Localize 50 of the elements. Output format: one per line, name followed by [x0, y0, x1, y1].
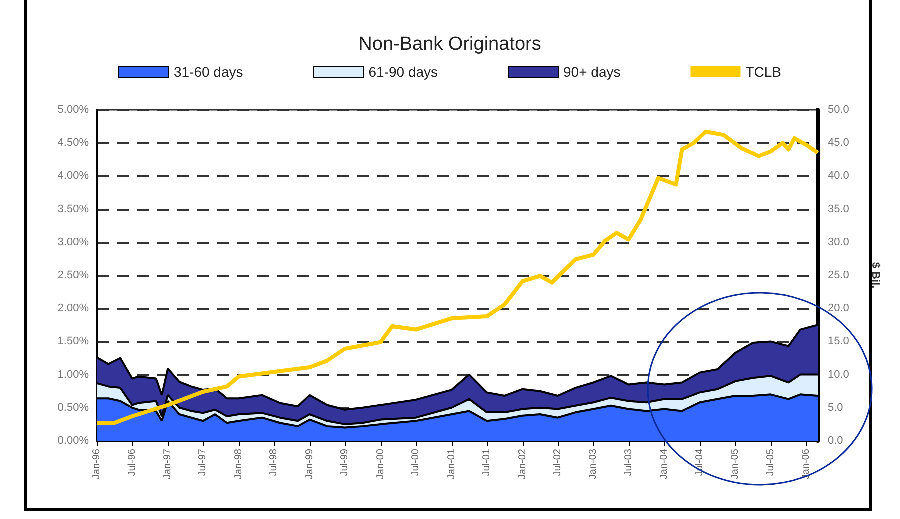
- y2-tick-label: 15.0: [828, 336, 850, 348]
- x-tick-label: Jul-03: [623, 448, 634, 476]
- legend-label: 90+ days: [564, 64, 621, 80]
- y-tick-label: 4.00%: [58, 170, 90, 182]
- y2-tick-label: 5.0: [828, 402, 844, 414]
- y-tick-label: 1.00%: [58, 368, 90, 381]
- y2-tick-label: 35.0: [828, 203, 850, 216]
- x-tick-label: Jul-01: [482, 448, 493, 476]
- legend-label: 31-60 days: [174, 64, 244, 80]
- chart-title: Non-Bank Originators: [358, 34, 542, 55]
- y2-tick-label: 40.0: [828, 170, 850, 182]
- x-tick-label: Jul-97: [198, 448, 209, 476]
- y-tick-label: 3.00%: [58, 236, 90, 248]
- y-tick-label: 2.50%: [58, 270, 90, 282]
- x-tick-label: Jan-02: [517, 448, 528, 480]
- x-tick-label: Jan-99: [304, 448, 316, 480]
- y2-tick-label: 10.0: [828, 368, 850, 381]
- x-tick-label: Jul-00: [410, 448, 422, 476]
- x-tick-label: Jul-98: [268, 448, 280, 476]
- y2-tick-label: 30.0: [828, 236, 850, 248]
- legend-label: 61-90 days: [368, 64, 438, 80]
- y2-tick-label: 0.0: [828, 435, 844, 447]
- x-tick-label: Jul-02: [552, 448, 564, 476]
- y-tick-label: 5.00%: [58, 104, 90, 116]
- legend-label: TCLB: [746, 64, 782, 80]
- x-tick-label: Jan-03: [588, 448, 600, 480]
- x-tick-label: Jul-04: [694, 448, 706, 476]
- line-series: [95, 130, 820, 426]
- y-tick-label: 3.50%: [58, 203, 90, 216]
- x-tick-label: Jan-06: [801, 448, 812, 480]
- x-tick-label: Jan-98: [233, 448, 244, 480]
- y2-tick-label: 50.0: [828, 104, 850, 116]
- y-tick-label: 0.00%: [58, 435, 90, 447]
- y2-axis-title: $ Bil.: [870, 262, 882, 289]
- x-tick-label: Jan-05: [730, 448, 742, 480]
- x-tick-label: Jul-96: [126, 448, 138, 476]
- y-tick-label: 1.50%: [58, 336, 90, 348]
- x-tick-label: Jan-00: [375, 448, 386, 480]
- y2-tick-label: 45.0: [828, 137, 850, 150]
- x-tick-label: Jan-96: [92, 448, 102, 480]
- y-tick-label: 2.00%: [58, 302, 90, 315]
- x-tick-label: Jan-04: [659, 448, 670, 480]
- x-tick-label: Jul-05: [765, 448, 776, 476]
- x-tick-label: Jul-99: [340, 448, 351, 476]
- y-tick-label: 4.50%: [58, 137, 90, 150]
- x-tick-label: Jan-01: [446, 448, 458, 480]
- y2-tick-label: 25.0: [828, 270, 850, 282]
- y-tick-label: 0.50%: [58, 402, 90, 414]
- x-tick-label: Jan-97: [162, 448, 174, 480]
- y2-tick-label: 20.0: [828, 302, 850, 315]
